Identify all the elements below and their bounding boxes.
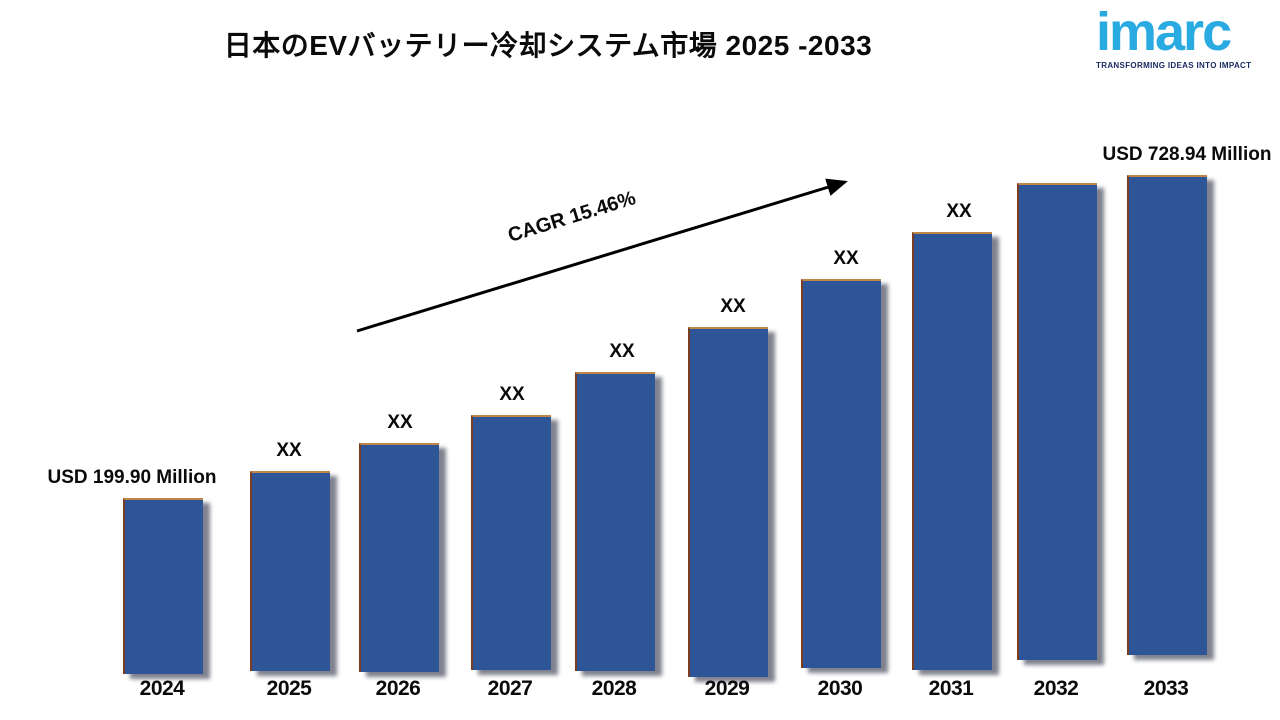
chart-title: 日本のEVバッテリー冷却システム市場 2025 -2033 [223,30,873,61]
bar-2027 [471,415,551,670]
axis-label-2026: 2026 [375,677,421,700]
bar-value-label-2029: XX [720,296,746,317]
bar-2025 [250,471,330,671]
bar-value-label-2027: XX [499,384,525,405]
axis-label-2029: 2029 [704,677,750,700]
imarc-logo-tagline: TRANSFORMING IDEAS INTO IMPACT [1096,61,1252,70]
bar-value-label-2031: XX [946,201,972,222]
bar-value-label-2033: USD 728.94 Million [1102,144,1272,165]
imarc-logo-wordmark: imarc [1096,2,1232,62]
bar-2024 [123,498,203,674]
bar-2031 [912,232,992,670]
axis-label-2024: 2024 [139,677,185,700]
bar-2026 [359,443,439,672]
cagr-trend-arrow-icon [356,178,848,333]
bar-value-label-2024: USD 199.90 Million [47,467,217,488]
bar-2028 [575,372,655,671]
bar-2033 [1127,175,1207,655]
bar-2032 [1017,183,1097,660]
axis-label-2033: 2033 [1143,677,1189,700]
bar-value-label-2028: XX [609,341,635,362]
bar-2029 [688,327,768,677]
bar-value-label-2026: XX [387,412,413,433]
bar-2030 [801,279,881,668]
axis-label-2027: 2027 [487,677,533,700]
axis-label-2030: 2030 [817,677,863,700]
bar-value-label-2030: XX [833,248,859,269]
axis-label-2032: 2032 [1033,677,1079,700]
bar-value-label-2025: XX [276,440,302,461]
imarc-logo: imarc TRANSFORMING IDEAS INTO IMPACT [1096,4,1266,70]
axis-label-2031: 2031 [928,677,974,700]
axis-label-2025: 2025 [266,677,312,700]
axis-label-2028: 2028 [591,677,637,700]
